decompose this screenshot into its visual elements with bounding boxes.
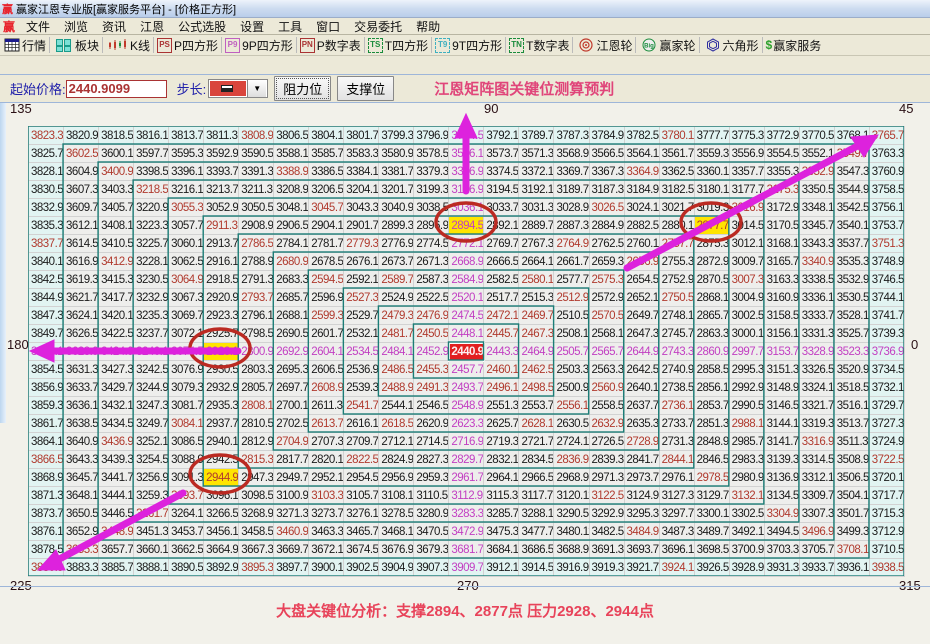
svg-text:Big: Big (645, 44, 655, 50)
